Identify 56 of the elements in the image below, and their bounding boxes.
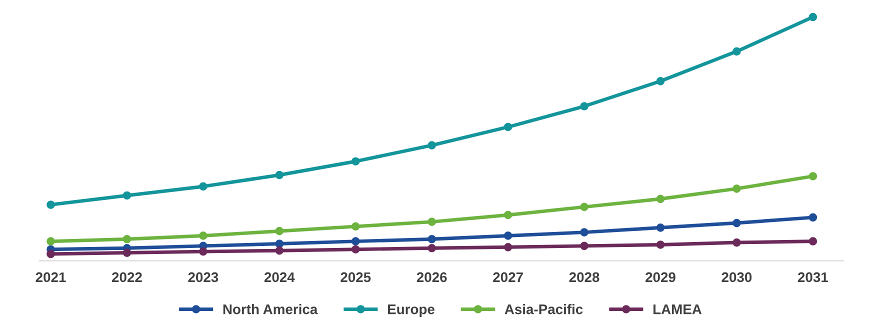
- point: [732, 238, 741, 247]
- point: [732, 47, 741, 56]
- point: [504, 232, 512, 240]
- point: [428, 218, 436, 226]
- point: [808, 213, 818, 222]
- point: [580, 228, 588, 236]
- point: [122, 248, 132, 257]
- x-tick-label: 2024: [264, 272, 295, 282]
- point: [428, 141, 436, 150]
- point: [351, 157, 360, 166]
- point: [275, 240, 284, 248]
- point: [580, 102, 588, 110]
- point: [580, 202, 588, 212]
- point: [732, 184, 741, 193]
- x-tick-label: 2027: [493, 272, 523, 282]
- point: [275, 226, 284, 236]
- point: [504, 210, 512, 220]
- point: [199, 232, 208, 240]
- point: [428, 234, 436, 244]
- legend-label: North America: [223, 304, 318, 314]
- point: [199, 182, 208, 191]
- point: [656, 224, 665, 232]
- x-tick-label: 2023: [188, 272, 218, 282]
- legend-label: LAMEA: [653, 304, 702, 314]
- point: [808, 172, 818, 180]
- point: [656, 194, 665, 204]
- x-tick-label: 2022: [112, 272, 142, 282]
- point: [808, 12, 818, 22]
- point: [122, 191, 132, 200]
- legend-label: Europe: [388, 304, 434, 317]
- point: [656, 76, 665, 86]
- point: [656, 240, 665, 249]
- point: [351, 245, 360, 254]
- point: [351, 222, 360, 231]
- point: [504, 243, 512, 252]
- point: [46, 250, 55, 258]
- point: [428, 244, 436, 252]
- point: [580, 242, 588, 250]
- legend-label: Asia-Pacific: [504, 304, 583, 314]
- point: [46, 237, 55, 246]
- point: [504, 122, 512, 132]
- x-tick-label: 2021: [36, 272, 66, 282]
- x-tick-label: 2026: [416, 272, 447, 282]
- point: [275, 170, 284, 180]
- point: [808, 237, 818, 246]
- x-tick-label: 2028: [569, 272, 600, 282]
- point: [732, 218, 741, 228]
- x-tick-label: 2031: [798, 272, 828, 282]
- x-tick-label: 2029: [646, 272, 676, 282]
- point: [199, 247, 208, 256]
- point: [275, 246, 284, 255]
- point: [351, 237, 360, 246]
- x-tick-label: 2025: [340, 272, 371, 282]
- point: [122, 234, 132, 244]
- x-tick-label: 2030: [722, 272, 752, 282]
- point: [46, 200, 55, 209]
